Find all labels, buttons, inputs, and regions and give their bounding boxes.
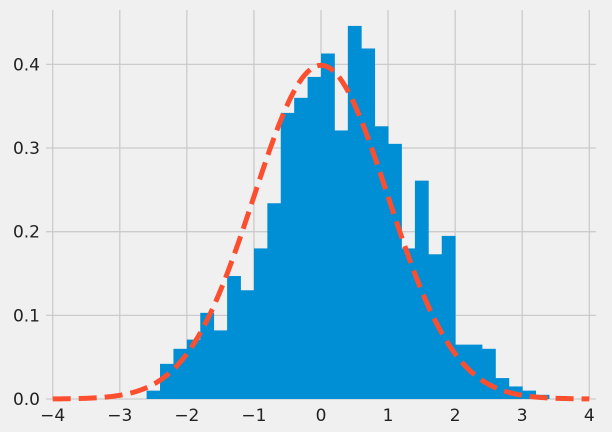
x-tick-label: −2 bbox=[174, 406, 199, 426]
histogram-bar bbox=[361, 48, 375, 399]
x-tick-label: 1 bbox=[383, 406, 394, 426]
histogram-bar bbox=[348, 26, 362, 399]
histogram-bar bbox=[334, 130, 348, 399]
x-tick-label: −3 bbox=[107, 406, 132, 426]
x-tick-label: −1 bbox=[241, 406, 266, 426]
y-tick-label: 0.0 bbox=[13, 390, 40, 410]
histogram-bar bbox=[214, 330, 228, 399]
x-tick-label: 4 bbox=[584, 406, 595, 426]
histogram-bar bbox=[495, 378, 509, 399]
histogram-bar bbox=[294, 98, 308, 399]
y-tick-label: 0.1 bbox=[13, 306, 40, 326]
y-tick-label: 0.3 bbox=[13, 139, 40, 159]
histogram-bar bbox=[442, 236, 456, 399]
histogram-bar bbox=[321, 54, 335, 399]
histogram-bar bbox=[388, 144, 402, 399]
histogram-bar bbox=[308, 77, 322, 399]
histogram-bar bbox=[187, 340, 201, 399]
histogram-bar bbox=[375, 126, 389, 399]
x-tick-label: 3 bbox=[517, 406, 528, 426]
x-tick-label: −4 bbox=[40, 406, 65, 426]
histogram-bar bbox=[147, 391, 161, 399]
histogram-bar bbox=[415, 181, 429, 399]
histogram-bar bbox=[254, 248, 268, 399]
histogram-bar bbox=[227, 276, 241, 399]
y-tick-label: 0.2 bbox=[13, 223, 40, 243]
histogram-bar bbox=[482, 349, 496, 399]
x-tick-label: 2 bbox=[450, 406, 461, 426]
histogram-bar bbox=[267, 203, 281, 399]
x-tick-label: 0 bbox=[316, 406, 327, 426]
histogram-bar bbox=[281, 113, 295, 399]
histogram-bar bbox=[200, 313, 214, 399]
histogram-bar bbox=[241, 290, 255, 399]
y-tick-label: 0.4 bbox=[13, 55, 40, 75]
